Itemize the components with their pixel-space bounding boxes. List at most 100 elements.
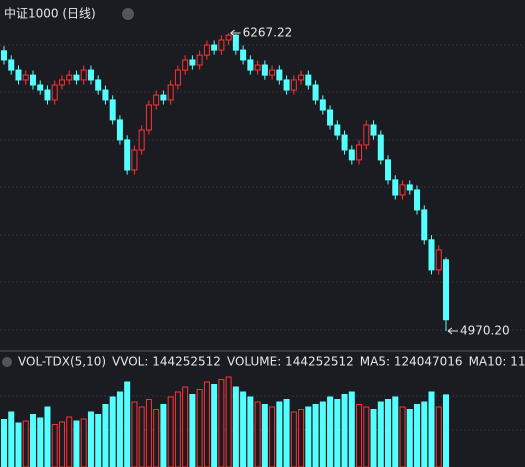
candle-body (196, 54, 203, 66)
volume-bar (392, 396, 399, 467)
volume-bar (95, 414, 102, 467)
volume-header-label: MA5: 124047016 (360, 355, 463, 369)
volume-bar (435, 406, 442, 467)
candle-body (174, 69, 181, 86)
volume-bar (247, 396, 254, 467)
candle-body (406, 184, 413, 191)
volume-bar (363, 406, 370, 467)
volume-bar (225, 376, 232, 467)
volume-bar (421, 401, 428, 467)
volume-bar (196, 389, 203, 467)
volume-bar (312, 404, 319, 467)
volume-bar (58, 421, 65, 467)
candle-body (218, 39, 225, 51)
candle-body (153, 94, 160, 106)
candle-body (102, 89, 109, 101)
candle-body (131, 149, 138, 171)
volume-header-label: VOLUME: 144252512 (227, 355, 354, 369)
candle-body (319, 99, 326, 111)
candle-body (225, 34, 232, 41)
volume-bar (414, 404, 421, 467)
volume-bar (218, 379, 225, 467)
candle-body (109, 99, 116, 121)
volume-bar (174, 391, 181, 467)
candle-body (240, 49, 247, 61)
candle-body (305, 74, 312, 86)
volume-bar (283, 399, 290, 467)
candle-body (66, 74, 73, 81)
candle-body (58, 79, 65, 86)
volume-bar (22, 420, 29, 467)
volume-bar (443, 394, 449, 467)
candle-body (348, 149, 355, 161)
volume-bar (254, 401, 261, 467)
volume-bar (87, 411, 94, 467)
volume-bar (109, 396, 116, 467)
annotation-arrow (230, 29, 241, 37)
volume-bar (124, 381, 131, 467)
volume-header-label: VOL-TDX(5,10) (18, 355, 106, 369)
volume-bar (348, 391, 355, 467)
volume-bar (145, 399, 152, 467)
volume-bar (182, 386, 189, 467)
candle-body (435, 249, 442, 271)
volume-bar (211, 384, 218, 467)
volume-bar (153, 409, 160, 467)
volume-bar (44, 406, 51, 467)
volume-header-label: MA10: 119140 (469, 355, 525, 369)
volume-bar (305, 406, 312, 467)
candle-body (276, 69, 283, 81)
volume-bar (8, 411, 15, 467)
candle-body (189, 59, 196, 66)
volume-bar (341, 394, 348, 467)
candle-body (211, 44, 218, 51)
candle-body (8, 59, 15, 71)
candle-body (370, 124, 377, 136)
candle-body (399, 184, 406, 196)
candle-body (392, 179, 399, 196)
candle-body (421, 209, 428, 241)
candle-body (283, 79, 290, 91)
volume-bar (385, 399, 392, 467)
candle-body (334, 124, 341, 136)
volume-bar (116, 391, 123, 467)
annotation-arrow (447, 327, 458, 335)
title-menu-icon[interactable] (122, 8, 134, 20)
volume-bar (399, 406, 406, 467)
candle-body (124, 139, 131, 171)
volume-bar (261, 404, 268, 467)
candle-body (138, 129, 145, 151)
candle-body (15, 69, 22, 81)
volume-bar (298, 409, 305, 467)
annotation-label: 6267.22 (243, 26, 293, 40)
candle-body (356, 144, 363, 161)
candle-body (443, 259, 449, 321)
volume-bar (232, 386, 239, 467)
candle-body (414, 189, 421, 211)
candle-body (247, 59, 254, 71)
candle-body (51, 84, 58, 101)
candle-body (269, 69, 276, 76)
volume-bar (428, 391, 435, 467)
candle-body (44, 89, 51, 101)
volume-bar (138, 406, 145, 467)
volume-bar (131, 401, 138, 467)
volume-bar (1, 419, 7, 467)
volume-bar (73, 420, 80, 467)
chart-title: 中证1000 (日线) (4, 6, 96, 21)
volume-bar (319, 401, 326, 467)
candle-body (341, 134, 348, 151)
candle-body (377, 134, 384, 161)
candle-body (29, 74, 36, 86)
volume-bar (51, 424, 58, 467)
candle-body (22, 74, 29, 81)
candle-body (87, 69, 94, 81)
candle-body (160, 94, 167, 101)
volume-bar (80, 418, 87, 467)
candle-body (298, 74, 305, 81)
vol-menu-icon[interactable] (2, 357, 12, 367)
volume-bar (406, 409, 413, 467)
annotation-label: 4970.20 (460, 323, 510, 337)
